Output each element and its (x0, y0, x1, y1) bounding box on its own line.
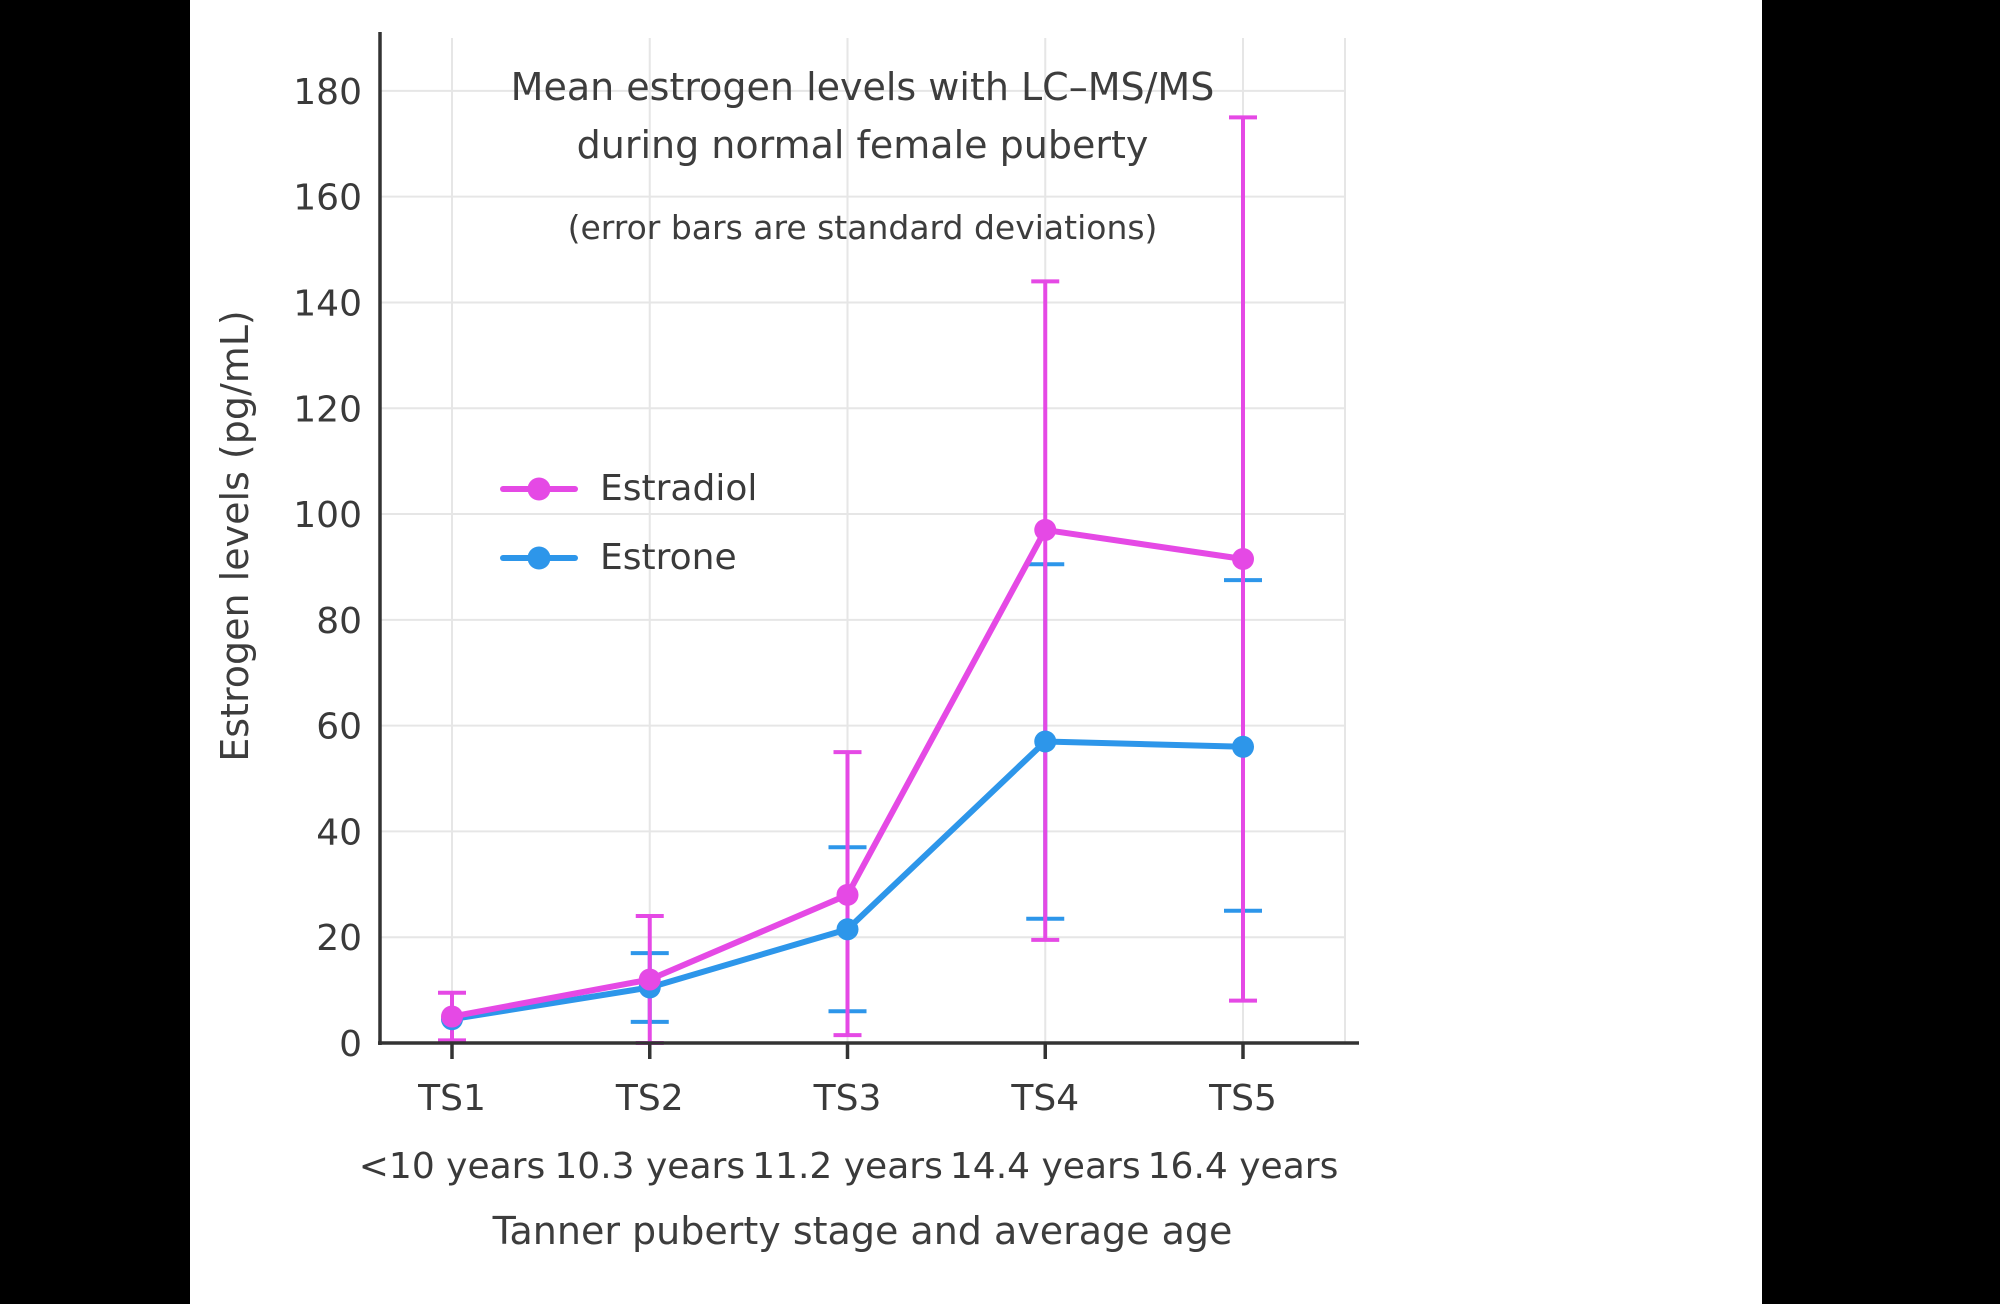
y-axis-title: Estrogen levels (pg/mL) (213, 310, 257, 762)
y-tick-label: 0 (339, 1024, 362, 1065)
chart-subtitle: (error bars are standard deviations) (567, 208, 1158, 247)
data-point-estradiol (836, 883, 859, 906)
x-tick-label: TS5 (1208, 1078, 1277, 1119)
x-axis-title: Tanner puberty stage and average age (492, 1209, 1233, 1253)
x-tick-sublabel: <10 years (359, 1146, 546, 1187)
data-point-estrone (1034, 730, 1057, 753)
chart-title-line-2: during normal female puberty (576, 123, 1149, 167)
legend-label-estradiol: Estradiol (600, 468, 758, 509)
legend-line-swatch (500, 546, 578, 570)
data-point-estrone (1232, 735, 1254, 758)
y-tick-label: 100 (293, 495, 362, 536)
y-tick-label: 20 (316, 918, 362, 959)
error-bars-estrone (630, 562, 1262, 1024)
data-point-estradiol (638, 968, 661, 991)
y-tick-label: 80 (316, 601, 362, 642)
y-tick-label: 60 (316, 707, 362, 748)
legend: Estradiol Estrone (500, 465, 757, 582)
data-point-estradiol (1232, 548, 1254, 571)
error-bars-estradiol (438, 115, 1257, 1045)
data-point-estradiol (441, 1005, 463, 1028)
x-tick-sublabel: 11.2 years (752, 1146, 943, 1187)
x-tick-label: TS4 (1010, 1078, 1079, 1119)
x-tick-sublabel: 14.4 years (950, 1146, 1141, 1187)
y-tick-label: 120 (293, 389, 362, 430)
x-tick-sublabel: 16.4 years (1148, 1146, 1339, 1187)
chart-title-line-1: Mean estrogen levels with LC–MS/MS (510, 65, 1215, 109)
x-tick-label: TS2 (615, 1078, 684, 1119)
legend-item-estradiol: Estradiol (500, 465, 757, 513)
legend-dot-icon (527, 546, 551, 570)
x-tick-label: TS1 (417, 1078, 486, 1119)
y-tick-label: 180 (293, 72, 362, 113)
legend-dot-icon (527, 477, 551, 501)
letterbox-left (0, 0, 190, 1304)
chart-title: Mean estrogen levels with LC–MS/MS durin… (380, 58, 1345, 174)
chart-panel: 0 20 40 60 80 100 120 140 160 180 TS1 TS2 TS3 TS4 TS5 <… (190, 0, 1762, 1304)
legend-label-estrone: Estrone (600, 537, 737, 578)
x-tick-label: TS3 (813, 1078, 882, 1119)
data-point-estradiol (1034, 518, 1057, 541)
legend-item-estrone: Estrone (500, 534, 757, 582)
legend-line-swatch (500, 477, 578, 501)
line-chart: 0 20 40 60 80 100 120 140 160 180 TS1 TS2 TS3 TS4 TS5 <… (293, 32, 1359, 1187)
data-point-estrone (836, 918, 859, 941)
y-tick-label: 160 (293, 178, 362, 219)
letterbox-right (1762, 0, 2000, 1304)
y-tick-label: 40 (316, 812, 362, 853)
y-tick-label: 140 (293, 283, 362, 324)
x-tick-sublabel: 10.3 years (554, 1146, 745, 1187)
